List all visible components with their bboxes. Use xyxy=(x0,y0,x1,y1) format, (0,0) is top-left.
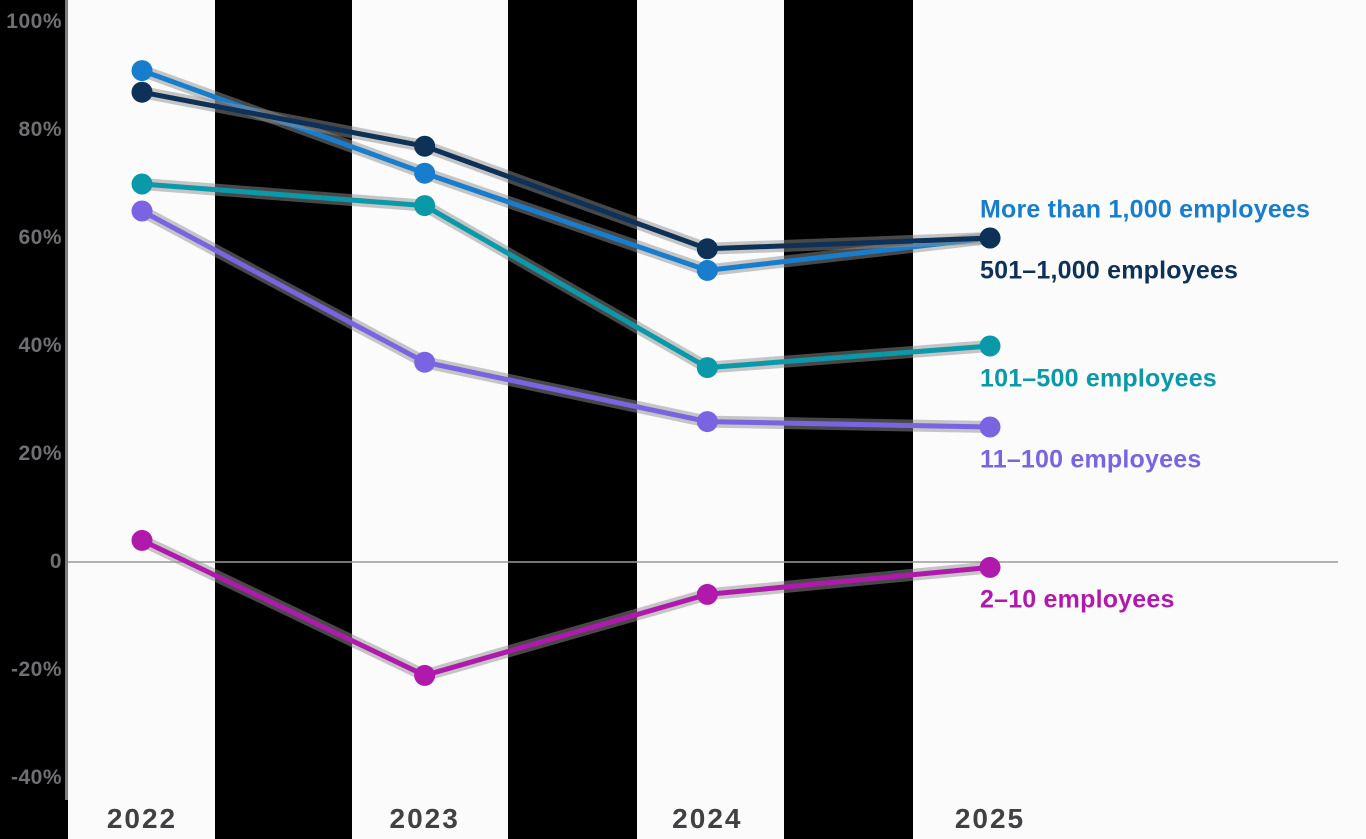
legend-label: 2–10 employees xyxy=(980,585,1175,614)
x-tick-label: 2024 xyxy=(672,803,743,834)
data-point xyxy=(414,664,436,686)
legend-label: 101–500 employees xyxy=(980,364,1217,393)
x-tick-label: 2025 xyxy=(954,803,1026,834)
data-point xyxy=(131,200,153,222)
series-line-shadow xyxy=(139,534,991,682)
data-point xyxy=(696,583,718,605)
data-point xyxy=(414,195,436,217)
y-tick-label: 20% xyxy=(18,442,62,465)
background-stripe xyxy=(0,0,68,839)
legend-label: 11–100 employees xyxy=(980,445,1202,474)
data-point xyxy=(696,357,718,379)
data-point xyxy=(696,259,718,281)
series-line xyxy=(139,89,993,252)
series-line xyxy=(139,181,993,371)
data-point xyxy=(414,162,436,184)
y-tick-label: 100% xyxy=(6,10,62,33)
y-tick-label: 60% xyxy=(18,226,62,249)
data-point xyxy=(696,411,718,433)
data-point xyxy=(131,529,153,551)
data-point xyxy=(131,173,153,195)
data-point xyxy=(979,416,1001,438)
x-tick-label: 2023 xyxy=(389,803,460,834)
x-tick-label: 2022 xyxy=(106,803,178,834)
y-tick-label: 40% xyxy=(18,334,62,357)
data-point xyxy=(414,135,436,157)
series-line xyxy=(139,537,993,678)
data-point xyxy=(131,60,153,82)
legend-label: More than 1,000 employees xyxy=(980,195,1311,224)
data-point xyxy=(414,351,436,373)
y-tick-label: -20% xyxy=(10,658,62,681)
data-point xyxy=(979,227,1001,249)
data-point xyxy=(131,81,153,103)
y-tick-label: -40% xyxy=(10,766,62,789)
data-point xyxy=(696,238,718,260)
data-point xyxy=(979,335,1001,357)
data-point xyxy=(979,556,1001,578)
y-tick-label: 0 xyxy=(49,550,62,573)
y-tick-label: 80% xyxy=(18,118,62,141)
series-line xyxy=(139,208,993,430)
legend-label: 501–1,000 employees xyxy=(980,256,1239,285)
background-stripe xyxy=(508,0,637,839)
